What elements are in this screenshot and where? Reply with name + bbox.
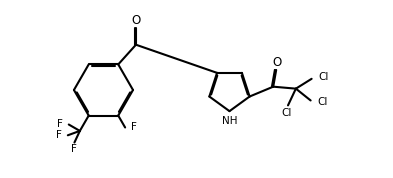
- Text: F: F: [57, 119, 63, 129]
- Text: Cl: Cl: [282, 108, 292, 118]
- Text: Cl: Cl: [318, 97, 328, 108]
- Text: O: O: [272, 56, 282, 69]
- Text: F: F: [70, 144, 76, 154]
- Text: Cl: Cl: [318, 72, 329, 82]
- Text: F: F: [131, 122, 137, 132]
- Text: F: F: [56, 130, 62, 140]
- Text: O: O: [131, 14, 141, 27]
- Text: NH: NH: [222, 116, 237, 126]
